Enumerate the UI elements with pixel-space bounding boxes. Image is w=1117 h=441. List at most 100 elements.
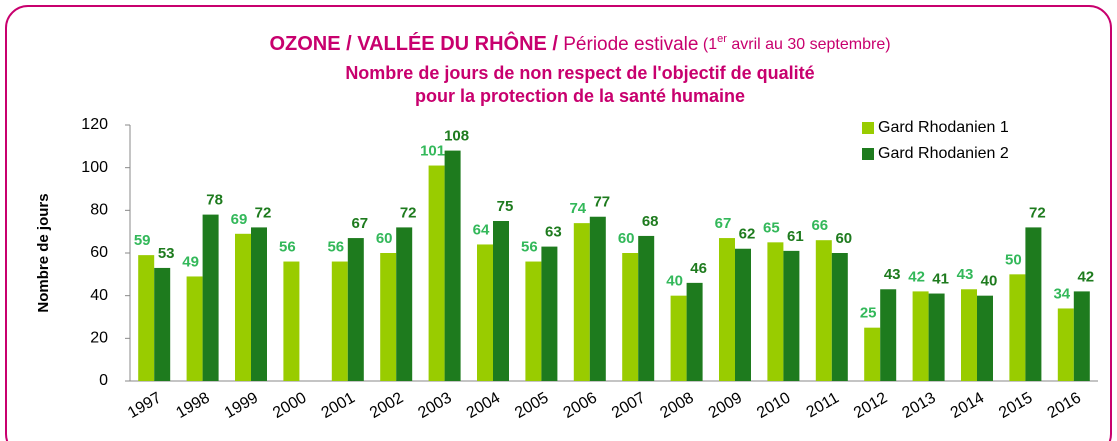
bar (864, 327, 881, 381)
x-tick-label: 2001 (319, 389, 358, 422)
frame (5, 5, 1112, 441)
chart-title: OZONE / VALLÉE DU RHÔNE / Période estiva… (269, 31, 890, 55)
value-label: 63 (545, 224, 562, 241)
y-tick-label: 20 (90, 330, 108, 347)
x-tick-label: 2009 (706, 389, 745, 422)
bar (428, 165, 445, 381)
bar (1009, 274, 1026, 381)
x-tick-label: 2016 (1045, 389, 1084, 422)
bar (815, 240, 832, 381)
bar (573, 223, 590, 381)
title-note: avril au 30 septembre) (727, 36, 891, 53)
value-label: 56 (327, 239, 344, 256)
value-label: 72 (1029, 204, 1046, 221)
bar (589, 216, 606, 381)
bar (1073, 291, 1090, 381)
value-label: 108 (444, 128, 469, 145)
value-label: 62 (739, 226, 756, 243)
bar (477, 244, 493, 381)
value-label: 56 (521, 239, 538, 256)
x-tick-label: 2011 (804, 389, 842, 421)
x-tick-label: 1998 (173, 389, 212, 422)
legend-swatch (862, 122, 874, 134)
bar (154, 267, 171, 381)
value-label: 77 (593, 194, 610, 211)
x-tick-label: 2008 (657, 389, 696, 422)
bar (783, 250, 800, 381)
x-tick-label: 1999 (222, 389, 261, 422)
y-tick-label: 120 (81, 116, 108, 133)
value-label: 40 (981, 273, 998, 290)
bar (251, 227, 267, 381)
value-label: 67 (715, 215, 732, 232)
value-label: 42 (1077, 268, 1094, 285)
bar (186, 276, 203, 381)
x-tick-label: 2015 (996, 389, 1035, 422)
value-label: 53 (158, 245, 175, 262)
value-label: 64 (473, 221, 490, 238)
value-label: 25 (860, 305, 877, 322)
bar (541, 246, 558, 381)
title-note: (1 (698, 36, 717, 53)
x-tick-label: 2002 (367, 389, 406, 422)
bar (235, 233, 251, 381)
value-label: 75 (497, 198, 514, 215)
bar (719, 238, 735, 381)
x-tick-label: 2012 (851, 389, 890, 422)
value-label: 40 (666, 273, 683, 290)
bar (525, 261, 542, 381)
x-tick-label: 2014 (948, 389, 987, 422)
bar (670, 295, 687, 381)
subtitle: Nombre de jours de non respect de l'obje… (345, 63, 814, 83)
x-tick-label: 2013 (899, 389, 938, 422)
bar (831, 253, 848, 381)
value-label: 69 (231, 211, 248, 228)
bar (493, 221, 509, 381)
bar (444, 150, 461, 381)
bar (686, 282, 703, 381)
x-tick-label: 2003 (415, 389, 454, 422)
value-label: 43 (957, 266, 974, 283)
bar (202, 214, 219, 381)
value-label: 72 (400, 204, 417, 221)
bar (928, 293, 945, 381)
value-label: 60 (835, 230, 852, 247)
bar (138, 255, 155, 381)
title-main: OZONE / VALLÉE DU RHÔNE / (269, 31, 558, 55)
value-label: 56 (279, 239, 296, 256)
bar (380, 253, 397, 381)
legend-label: Gard Rhodanien 2 (878, 145, 1009, 162)
value-label: 60 (618, 230, 635, 247)
value-label: 43 (884, 266, 901, 283)
value-label: 61 (787, 228, 804, 245)
value-label: 59 (134, 232, 151, 249)
x-tick-label: 2004 (464, 389, 503, 422)
bar (347, 238, 364, 381)
value-label: 68 (642, 213, 659, 230)
bar (961, 289, 977, 381)
bar (638, 235, 655, 381)
value-label: 41 (932, 271, 949, 288)
x-tick-label: 2006 (561, 389, 600, 422)
y-tick-label: 80 (90, 202, 108, 219)
bar (912, 291, 929, 381)
legend-label: Gard Rhodanien 1 (878, 119, 1009, 136)
y-axis-label: Nombre de jours (35, 193, 52, 312)
title-period: Période estivale (558, 34, 698, 55)
value-label: 49 (182, 253, 199, 270)
value-label: 34 (1053, 285, 1070, 302)
bar (622, 253, 639, 381)
title-sup: er (717, 33, 727, 45)
subtitle: pour la protection de la santé humaine (415, 86, 745, 106)
value-label: 46 (690, 260, 707, 277)
y-tick-label: 0 (99, 372, 108, 389)
bar (1025, 227, 1042, 381)
value-label: 78 (206, 192, 223, 209)
value-label: 67 (351, 215, 368, 232)
value-label: 74 (569, 200, 586, 217)
value-label: 60 (376, 230, 393, 247)
value-label: 72 (255, 204, 272, 221)
x-tick-label: 2007 (609, 389, 648, 422)
bar (977, 295, 993, 381)
